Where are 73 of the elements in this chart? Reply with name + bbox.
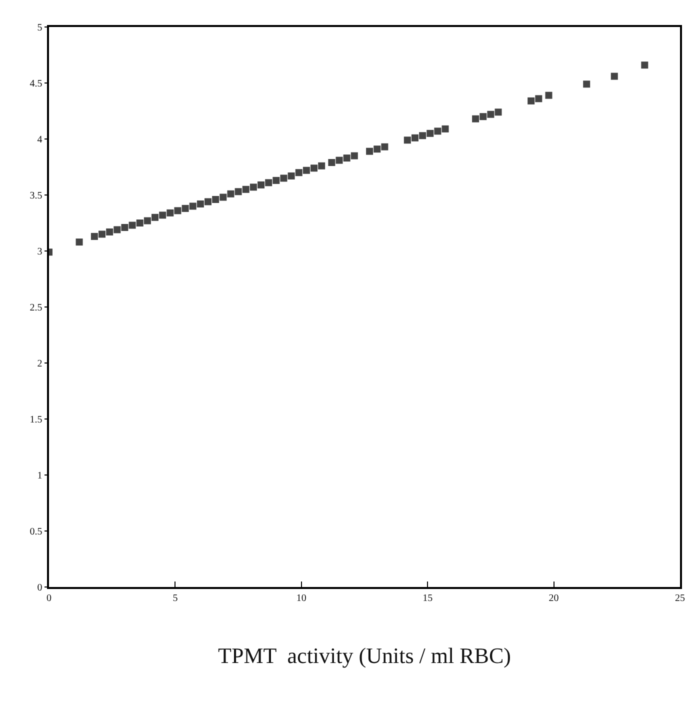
- x-tick-label: 0: [46, 592, 52, 604]
- point: [302, 166, 310, 174]
- point: [336, 156, 343, 164]
- y-tick-label: 2: [37, 358, 42, 370]
- point: [583, 80, 590, 88]
- point: [295, 169, 302, 176]
- point: [144, 217, 151, 224]
- point: [610, 72, 618, 80]
- point: [426, 130, 434, 137]
- point: [442, 125, 449, 132]
- point: [121, 224, 128, 231]
- point: [494, 108, 502, 116]
- point: [98, 230, 106, 238]
- point: [136, 220, 144, 226]
- point: [242, 186, 250, 193]
- point: [114, 226, 121, 234]
- point: [381, 143, 388, 150]
- point: [641, 62, 648, 69]
- point: [545, 92, 552, 99]
- x-tick-label: 15: [422, 592, 433, 604]
- point: [166, 209, 174, 216]
- point: [227, 190, 234, 198]
- point: [528, 97, 535, 104]
- point: [411, 134, 418, 142]
- y-tick-label: 4: [37, 134, 42, 146]
- point: [310, 164, 318, 172]
- point: [434, 128, 442, 135]
- point: [128, 222, 136, 229]
- point: [76, 238, 83, 246]
- x-tick-label: 10: [296, 592, 306, 604]
- point: [288, 172, 295, 180]
- x-tick-label: 5: [172, 592, 178, 604]
- y-tick-label: 1: [37, 470, 42, 482]
- point: [204, 198, 212, 206]
- point: [480, 113, 487, 120]
- point: [174, 207, 182, 214]
- x-tick-label: 25: [675, 592, 685, 604]
- x-tick-label: 20: [548, 592, 559, 604]
- point: [220, 194, 227, 201]
- point: [234, 188, 242, 196]
- x-axis-title: TPMT activity (Units / ml RBC): [218, 643, 511, 668]
- point: [90, 232, 98, 240]
- y-tick-label: 3: [37, 246, 42, 258]
- point: [265, 179, 272, 186]
- y-tick-label: 5: [37, 22, 42, 34]
- point: [152, 214, 159, 221]
- y-tick-label: 1.5: [30, 414, 42, 426]
- point: [350, 152, 358, 160]
- y-tick-label: 3.5: [30, 190, 42, 202]
- y-tick-label: 0: [37, 582, 42, 594]
- point: [419, 132, 426, 140]
- point: [272, 176, 280, 184]
- point: [258, 181, 265, 188]
- point: [159, 212, 166, 219]
- point: [374, 146, 381, 153]
- point: [212, 196, 220, 203]
- point: [182, 204, 189, 212]
- y-tick-label: 0.5: [30, 526, 42, 538]
- y-tick-label: 2.5: [30, 302, 42, 314]
- point: [343, 154, 350, 162]
- point: [318, 162, 326, 170]
- y-tick-label: 4.5: [30, 78, 42, 90]
- point: [189, 202, 196, 210]
- point: [250, 184, 257, 191]
- point: [366, 148, 374, 155]
- point: [535, 95, 542, 102]
- point: [487, 110, 494, 118]
- point: [328, 159, 336, 166]
- point: [404, 136, 411, 144]
- point: [280, 174, 288, 182]
- point: [472, 115, 480, 122]
- point: [106, 228, 114, 236]
- point: [196, 200, 204, 208]
